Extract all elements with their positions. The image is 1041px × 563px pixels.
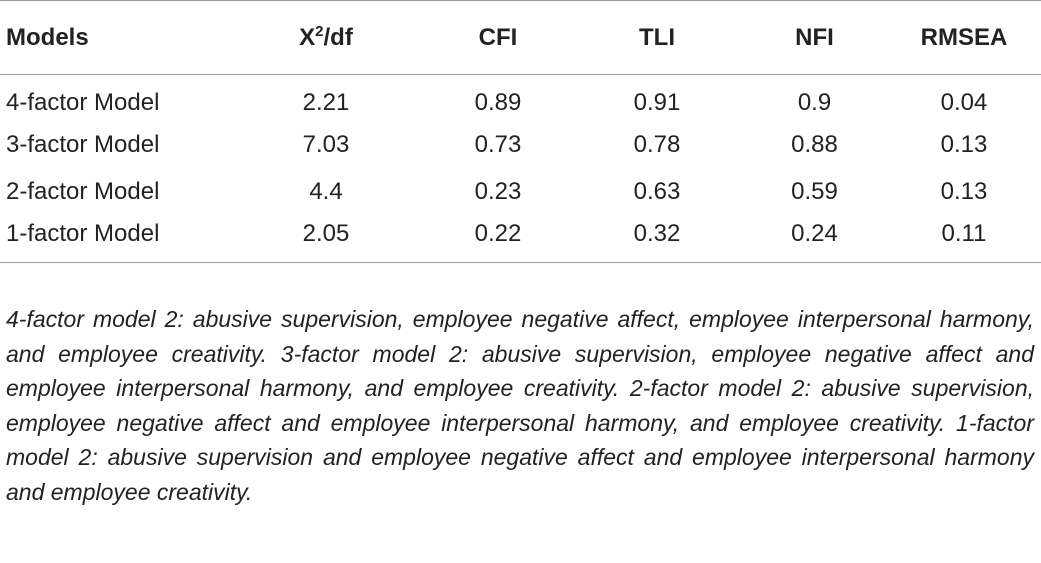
cell-cfi: 0.89: [474, 89, 522, 117]
table-footnote: 4-factor model 2: abusive supervision, e…: [6, 306, 1034, 505]
cell-model: 4-factor Model: [6, 89, 160, 117]
header-models: Models: [0, 0, 228, 75]
header-row: Models X2/df CFI TLI NFI RMSEA: [0, 0, 1041, 75]
cell-nfi: 0.88: [791, 131, 838, 158]
cell-model: 3-factor Model: [6, 131, 160, 158]
cell-model: 2-factor Model: [6, 178, 160, 205]
cell-rmsea: 0.11: [887, 215, 1041, 263]
cell-tli: 0.91: [633, 89, 681, 117]
table-row: 4-factor Model 2.21 0.89 0.91 0.9 0.04: [0, 75, 1041, 122]
cell-x2df: 7.03: [302, 131, 350, 158]
header-nfi: NFI: [742, 0, 887, 75]
table-row: 2-factor Model 4.4 0.23 0.63 0.59 0.13: [0, 169, 1041, 216]
header-x2-suffix: /df: [323, 23, 353, 51]
cell-x2df: 2.05: [228, 215, 424, 263]
cell-x2df: 4.4: [309, 178, 343, 205]
cell-tli: 0.78: [633, 131, 681, 158]
header-tli: TLI: [572, 0, 742, 75]
table-row: 3-factor Model 7.03 0.73 0.78 0.88 0.13: [0, 122, 1041, 169]
fit-indices-table-container: Models X2/df CFI TLI NFI RMSEA 4-factor …: [0, 0, 1041, 263]
cell-nfi: 0.24: [742, 215, 887, 263]
cell-rmsea: 0.13: [940, 178, 988, 205]
header-x2-base: X: [299, 23, 316, 51]
cell-rmsea: 0.04: [940, 89, 988, 117]
cell-model: 1-factor Model: [0, 215, 228, 263]
cell-nfi: 0.9: [797, 89, 832, 117]
cell-cfi: 0.23: [474, 178, 522, 205]
header-x2-superscript: 2: [315, 22, 324, 40]
table-header: Models X2/df CFI TLI NFI RMSEA: [0, 0, 1041, 75]
cell-tli: 0.63: [633, 178, 681, 205]
header-x2df: X2/df: [228, 0, 424, 75]
cell-nfi: 0.59: [791, 178, 838, 205]
header-rmsea: RMSEA: [887, 0, 1041, 75]
header-cfi: CFI: [424, 0, 572, 75]
fit-indices-table: Models X2/df CFI TLI NFI RMSEA 4-factor …: [0, 0, 1041, 263]
table-row: 1-factor Model 2.05 0.22 0.32 0.24 0.11: [0, 215, 1041, 263]
table-body: 4-factor Model 2.21 0.89 0.91 0.9 0.04 3…: [0, 75, 1041, 263]
cell-tli: 0.32: [572, 215, 742, 263]
cell-cfi: 0.22: [424, 215, 572, 263]
cell-x2df: 2.21: [302, 89, 350, 117]
cell-rmsea: 0.13: [940, 131, 988, 158]
cell-cfi: 0.73: [474, 131, 522, 158]
